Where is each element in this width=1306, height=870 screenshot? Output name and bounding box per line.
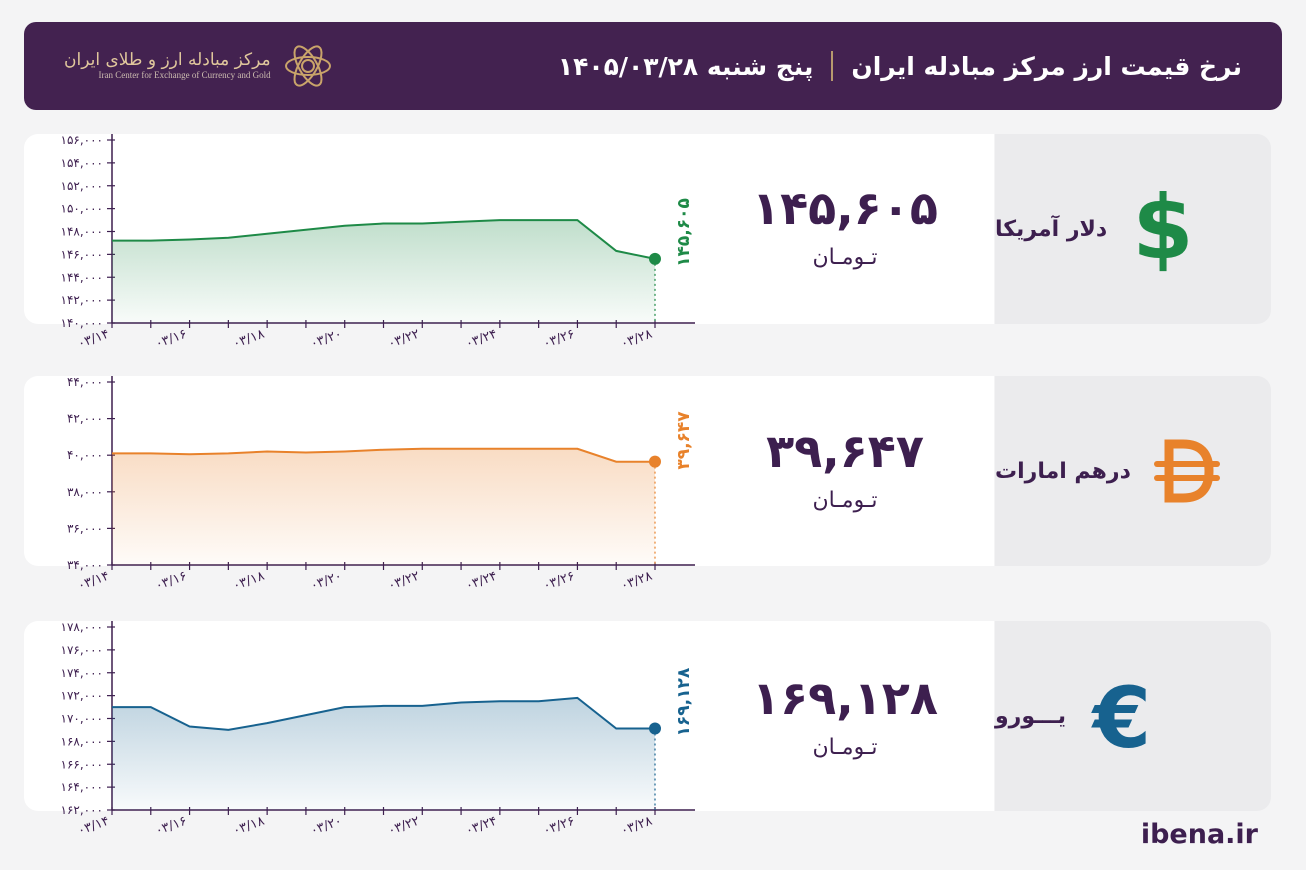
price-block-eur: ۱۶۹,۱۲۸ تـومـان bbox=[720, 675, 970, 760]
x-tick-label: ۰۳/۱۴ bbox=[76, 327, 112, 352]
series-area bbox=[112, 697, 655, 810]
y-tick-label: ۱۵۶,۰۰۰ bbox=[61, 133, 104, 147]
price-unit-usd: تـومـان bbox=[812, 245, 878, 270]
chart-eur: ۱۶۲,۰۰۰ ۱۶۴,۰۰۰ ۱۶۶,۰۰۰ ۱۶۸,۰۰۰ ۱۷۰,۰۰۰ ۱۷۲,۰… bbox=[61, 620, 695, 839]
price-block-usd: ۱۴۵,۶۰۵ تـومـان bbox=[720, 185, 970, 270]
y-tick-label: ۱۵۴,۰۰۰ bbox=[61, 156, 104, 170]
last-value-label: ۳۹,۶۴۷ bbox=[674, 411, 694, 470]
x-tick-label: ۰۳/۲۲ bbox=[386, 814, 422, 839]
y-tick-label: ۴۴,۰۰۰ bbox=[67, 375, 103, 389]
y-tick-label: ۱۴۶,۰۰۰ bbox=[61, 247, 104, 261]
title-divider bbox=[831, 51, 834, 81]
y-tick-label: ۴۲,۰۰۰ bbox=[67, 412, 103, 426]
price-block-aed: ۳۹,۶۴۷ تـومـان bbox=[720, 428, 970, 513]
y-tick-label: ۱۶۸,۰۰۰ bbox=[61, 734, 104, 748]
dirham-icon bbox=[1153, 439, 1220, 503]
page-date: پنج شنبه ۱۴۰۵/۰۳/۲۸ bbox=[557, 51, 814, 81]
x-tick-label: ۰۳/۲۰ bbox=[309, 569, 344, 594]
x-tick-label: ۰۳/۲۴ bbox=[464, 569, 500, 594]
header-title-group: نرخ قیمت ارز مرکز مبادله ایران پنج شنبه … bbox=[558, 51, 1242, 81]
header-bar: مرکز مبادله ارز و طلای ایران Iran Center… bbox=[24, 22, 1282, 110]
y-tick-label: ۱۶۶,۰۰۰ bbox=[61, 757, 104, 771]
price-unit-aed: تـومـان bbox=[812, 488, 878, 513]
x-tick-label: ۰۳/۲۸ bbox=[619, 814, 655, 839]
price-value-aed: ۳۹,۶۴۷ bbox=[766, 424, 924, 478]
y-tick-label: ۱۴۴,۰۰۰ bbox=[61, 270, 104, 284]
chart-usd: ۱۴۰,۰۰۰ ۱۴۲,۰۰۰ ۱۴۴,۰۰۰ ۱۴۶,۰۰۰ ۱۴۸,۰۰۰ ۱۵۰,۰… bbox=[61, 133, 695, 352]
currency-panel-eur: € یـــورو bbox=[995, 621, 1271, 811]
x-tick-label: ۰۳/۱۶ bbox=[153, 814, 188, 839]
series-area bbox=[112, 448, 655, 565]
logo-emblem-icon bbox=[284, 45, 331, 87]
x-tick-label: ۰۳/۲۲ bbox=[386, 569, 422, 594]
last-value-label: ۱۴۵,۶۰۵ bbox=[674, 198, 694, 267]
euro-icon: € bbox=[1091, 671, 1151, 761]
y-tick-label: ۳۸,۰۰۰ bbox=[67, 485, 103, 499]
x-tick-label: ۰۳/۲۶ bbox=[541, 569, 576, 594]
y-tick-label: ۱۷۰,۰۰۰ bbox=[61, 712, 104, 726]
price-unit-eur: تـومـان bbox=[812, 735, 878, 760]
series-line bbox=[112, 219, 656, 260]
x-tick-label: ۰۳/۱۸ bbox=[231, 814, 267, 839]
chart-aed: ۳۴,۰۰۰ ۳۶,۰۰۰ ۳۸,۰۰۰ ۴۰,۰۰۰ ۴۲,۰۰۰ ۴۴,۰۰۰ ۰۳/۱… bbox=[67, 375, 695, 594]
x-tick-label: ۰۳/۲۶ bbox=[541, 327, 576, 352]
y-tick-label: ۱۴۸,۰۰۰ bbox=[61, 225, 104, 239]
x-tick-label: ۰۳/۲۶ bbox=[541, 814, 576, 839]
svg-text:$: $ bbox=[1133, 184, 1194, 274]
x-tick-label: ۰۳/۲۸ bbox=[619, 569, 655, 594]
y-tick-label: ۱۵۰,۰۰۰ bbox=[61, 202, 104, 216]
dollar-icon: $ bbox=[1133, 184, 1194, 274]
series-line bbox=[112, 447, 655, 463]
x-tick-label: ۰۳/۱۴ bbox=[76, 569, 112, 594]
y-tick-label: ۱۷۶,۰۰۰ bbox=[61, 643, 104, 657]
x-tick-label: ۰۳/۱۶ bbox=[153, 569, 188, 594]
logo: مرکز مبادله ارز و طلای ایران Iran Center… bbox=[64, 39, 335, 93]
y-tick-label: ۴۰,۰۰۰ bbox=[67, 448, 103, 462]
x-tick-label: ۰۳/۲۴ bbox=[464, 327, 500, 352]
x-tick-label: ۰۳/۱۸ bbox=[231, 569, 267, 594]
y-tick-label: ۳۴,۰۰۰ bbox=[67, 558, 103, 572]
y-tick-label: ۱۴۲,۰۰۰ bbox=[61, 293, 104, 307]
svg-text:€: € bbox=[1091, 671, 1151, 761]
site-logo: ibena.ir bbox=[1140, 819, 1258, 850]
currency-name-usd: دلار آمریکا bbox=[995, 216, 1108, 242]
x-tick-label: ۰۳/۱۶ bbox=[153, 327, 188, 352]
x-tick-label: ۰۳/۲۴ bbox=[464, 814, 500, 839]
x-tick-label: ۰۳/۲۰ bbox=[309, 814, 344, 839]
x-tick-label: ۰۳/۲۲ bbox=[386, 327, 422, 352]
currency-panel-usd: $ دلار آمریکا bbox=[995, 134, 1271, 324]
logo-text-fa: مرکز مبادله ارز و طلای ایران bbox=[64, 49, 271, 70]
y-tick-label: ۱۴۰,۰۰۰ bbox=[61, 316, 104, 330]
last-point-marker bbox=[649, 455, 661, 468]
last-value-label: ۱۶۹,۱۲۸ bbox=[674, 667, 694, 736]
x-tick-label: ۰۳/۱۴ bbox=[76, 814, 112, 839]
price-value-usd: ۱۴۵,۶۰۵ bbox=[752, 181, 938, 235]
y-tick-label: ۱۵۲,۰۰۰ bbox=[61, 179, 104, 193]
currency-name-eur: یـــورو bbox=[995, 703, 1066, 729]
y-tick-label: ۱۷۸,۰۰۰ bbox=[61, 620, 104, 634]
page-title: نرخ قیمت ارز مرکز مبادله ایران bbox=[851, 51, 1242, 81]
series-area bbox=[112, 220, 655, 323]
price-value-eur: ۱۶۹,۱۲۸ bbox=[752, 671, 938, 725]
x-tick-label: ۰۳/۱۸ bbox=[231, 327, 267, 352]
last-point-marker bbox=[649, 722, 661, 735]
y-tick-label: ۱۶۴,۰۰۰ bbox=[61, 780, 104, 794]
y-tick-label: ۱۷۴,۰۰۰ bbox=[61, 666, 104, 680]
currency-name-aed: درهم امارات bbox=[995, 458, 1131, 484]
y-tick-label: ۳۶,۰۰۰ bbox=[67, 521, 103, 535]
y-tick-label: ۱۷۲,۰۰۰ bbox=[61, 689, 104, 703]
currency-panel-aed: درهم امارات bbox=[995, 376, 1271, 566]
logo-text-en: Iran Center for Exchange of Currency and… bbox=[98, 70, 271, 81]
series-line bbox=[112, 696, 655, 731]
x-tick-label: ۰۳/۲۸ bbox=[619, 327, 655, 352]
last-point-marker bbox=[649, 252, 661, 265]
y-tick-label: ۱۶۲,۰۰۰ bbox=[61, 803, 104, 817]
x-tick-label: ۰۳/۲۰ bbox=[309, 327, 344, 352]
